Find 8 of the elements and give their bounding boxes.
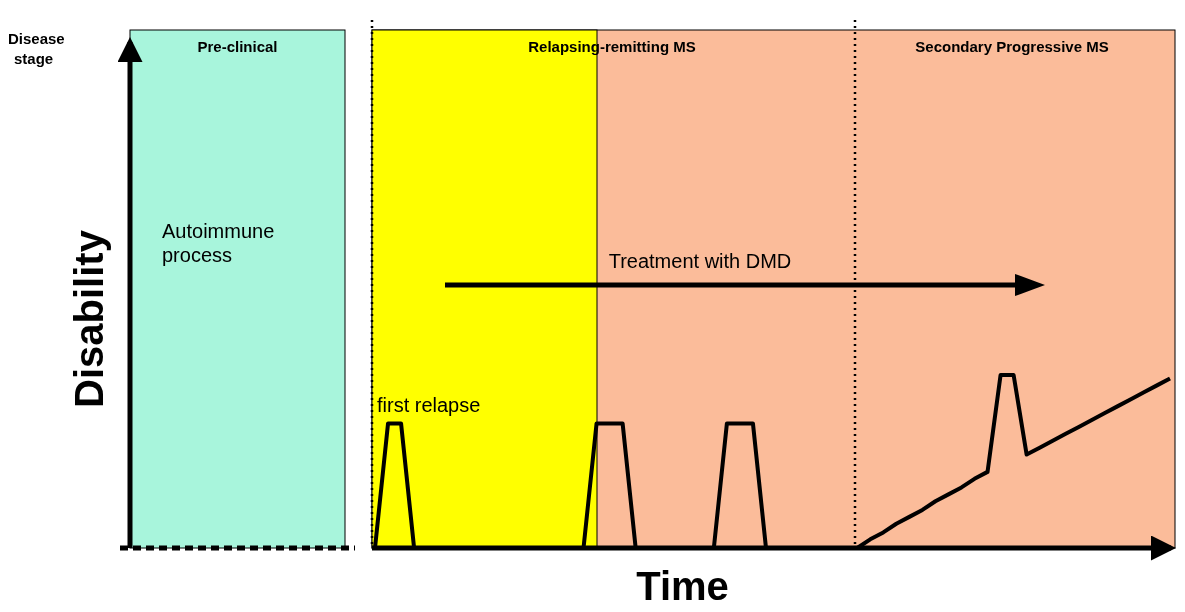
text: Secondary Progressive MS bbox=[915, 38, 1109, 55]
text: Disability bbox=[67, 229, 111, 408]
text: Disease stage bbox=[8, 30, 65, 67]
x-axis-title: Time bbox=[636, 564, 729, 608]
text: Treatment with DMD bbox=[608, 250, 792, 272]
annotation: first relapse bbox=[377, 394, 481, 416]
text: Pre-clinical bbox=[197, 38, 278, 55]
text: Autoimmune process bbox=[162, 220, 275, 266]
